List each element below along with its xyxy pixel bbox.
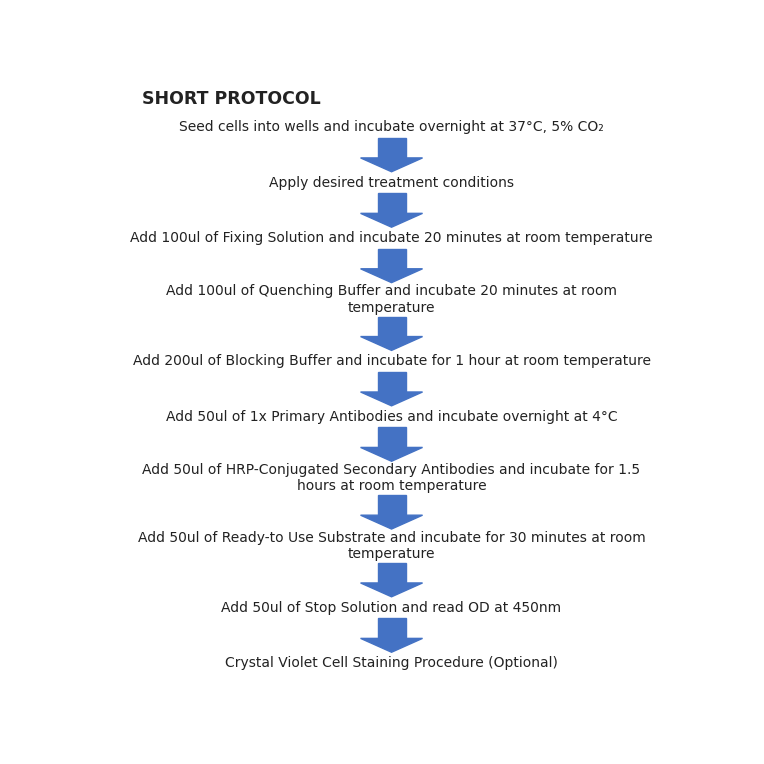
Text: Add 50ul of HRP-Conjugated Secondary Antibodies and incubate for 1.5
hours at ro: Add 50ul of HRP-Conjugated Secondary Ant… bbox=[143, 463, 640, 494]
Polygon shape bbox=[361, 269, 422, 283]
Text: Add 100ul of Fixing Solution and incubate 20 minutes at room temperature: Add 100ul of Fixing Solution and incubat… bbox=[130, 231, 653, 245]
Text: Add 50ul of Ready-to Use Substrate and incubate for 30 minutes at room
temperatu: Add 50ul of Ready-to Use Substrate and i… bbox=[138, 531, 646, 561]
Text: SHORT PROTOCOL: SHORT PROTOCOL bbox=[142, 90, 321, 108]
Text: Add 50ul of 1x Primary Antibodies and incubate overnight at 4°C: Add 50ul of 1x Primary Antibodies and in… bbox=[166, 410, 617, 423]
Polygon shape bbox=[361, 392, 422, 406]
Polygon shape bbox=[377, 249, 406, 269]
Text: Add 50ul of Stop Solution and read OD at 450nm: Add 50ul of Stop Solution and read OD at… bbox=[222, 601, 562, 614]
Polygon shape bbox=[361, 336, 422, 351]
Polygon shape bbox=[377, 495, 406, 515]
Polygon shape bbox=[361, 639, 422, 652]
Polygon shape bbox=[377, 563, 406, 583]
Text: Crystal Violet Cell Staining Procedure (Optional): Crystal Violet Cell Staining Procedure (… bbox=[225, 656, 558, 670]
Polygon shape bbox=[377, 316, 406, 336]
Polygon shape bbox=[377, 618, 406, 639]
Text: Apply desired treatment conditions: Apply desired treatment conditions bbox=[269, 176, 514, 189]
Polygon shape bbox=[377, 372, 406, 392]
Text: Add 100ul of Quenching Buffer and incubate 20 minutes at room
temperature: Add 100ul of Quenching Buffer and incuba… bbox=[166, 284, 617, 315]
Text: Add 200ul of Blocking Buffer and incubate for 1 hour at room temperature: Add 200ul of Blocking Buffer and incubat… bbox=[132, 354, 651, 368]
Polygon shape bbox=[361, 583, 422, 597]
Polygon shape bbox=[361, 158, 422, 172]
Polygon shape bbox=[361, 448, 422, 461]
Polygon shape bbox=[377, 427, 406, 448]
Polygon shape bbox=[361, 213, 422, 227]
Polygon shape bbox=[377, 193, 406, 213]
Text: Seed cells into wells and incubate overnight at 37°C, 5% CO₂: Seed cells into wells and incubate overn… bbox=[180, 120, 604, 134]
Polygon shape bbox=[361, 515, 422, 529]
Polygon shape bbox=[377, 138, 406, 158]
